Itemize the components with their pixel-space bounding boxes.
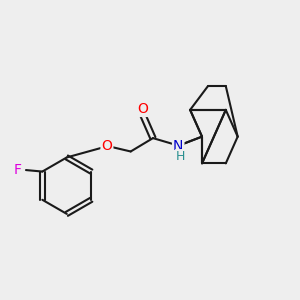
Text: O: O [101, 139, 112, 152]
Text: O: O [137, 102, 148, 116]
Text: N: N [173, 139, 183, 152]
Text: F: F [14, 163, 22, 177]
Text: H: H [176, 150, 185, 163]
